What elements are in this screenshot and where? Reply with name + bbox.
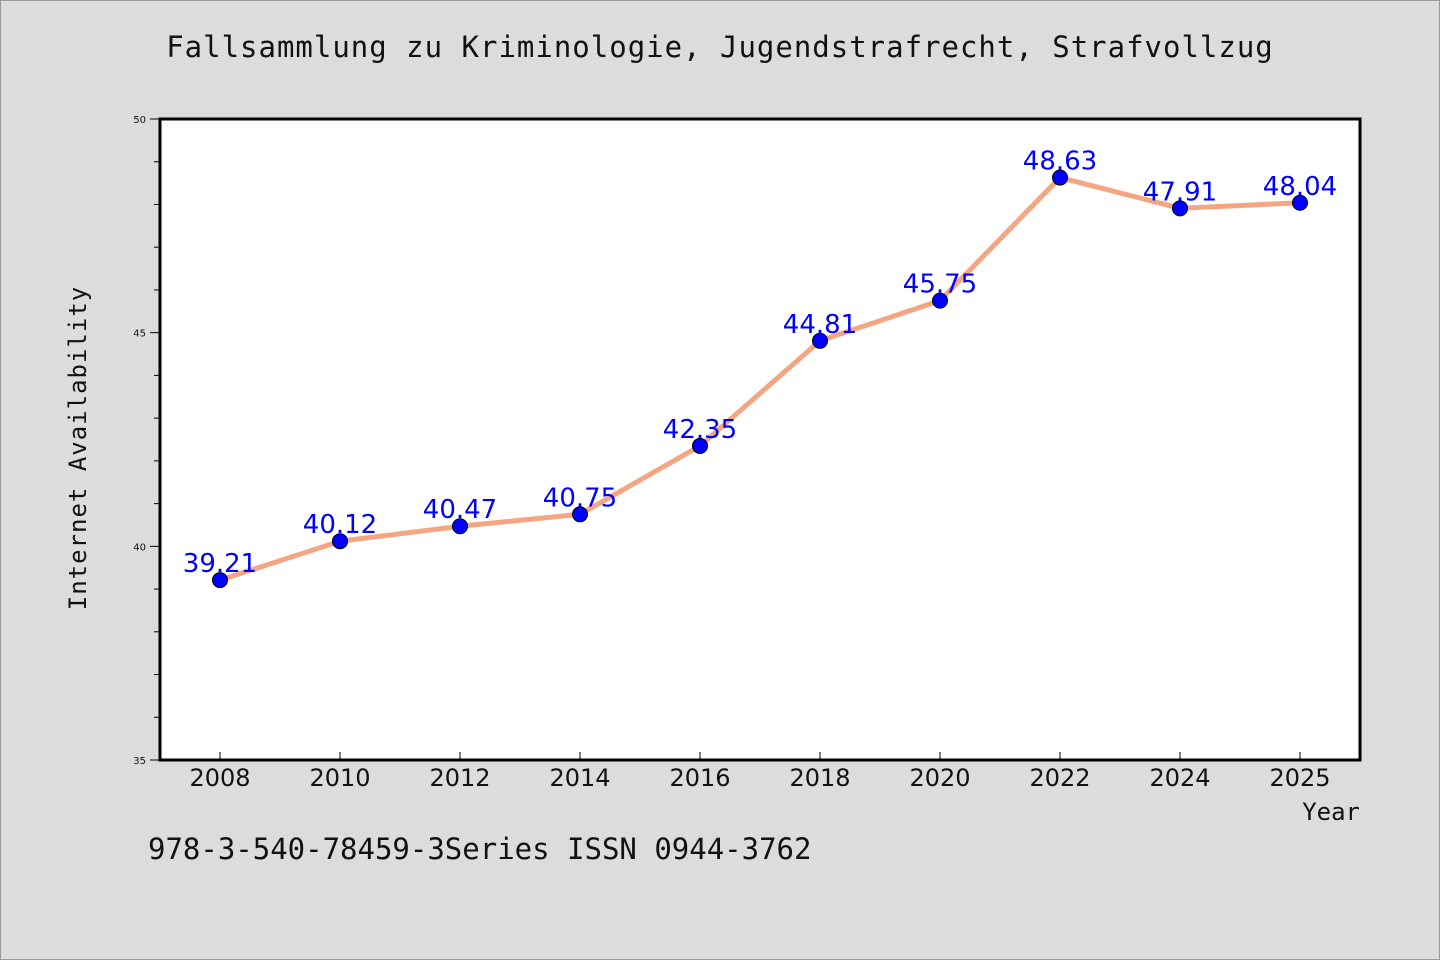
y-tick-label: 40: [133, 542, 146, 553]
data-point: [812, 332, 828, 349]
x-tick-label: 2010: [309, 764, 370, 792]
y-tick-label: 50: [133, 115, 146, 126]
data-label: 40.12: [303, 510, 377, 540]
data-point: [332, 533, 348, 550]
y-tick-label: 35: [133, 756, 146, 767]
x-tick-label: 2012: [429, 764, 490, 792]
data-label: 42.35: [663, 415, 737, 445]
data-point: [692, 437, 708, 454]
data-point: [932, 292, 948, 309]
x-axis-ticks: 2008 2010 2012 2014 2016 2018 2020 2022 2024 2025: [189, 752, 1331, 792]
data-label: 45.75: [903, 270, 977, 300]
data-point: [212, 572, 228, 589]
data-label: 40.47: [423, 495, 497, 525]
data-point: [1292, 194, 1308, 211]
data-point: [452, 518, 468, 535]
y-axis-ticks: 35 40 45 50: [133, 115, 160, 767]
x-tick-label: 2016: [669, 764, 730, 792]
data-label: 44.81: [783, 310, 857, 340]
x-tick-label: 2008: [189, 764, 250, 792]
x-axis-label: Year: [1302, 798, 1360, 826]
x-tick-label: 2025: [1269, 764, 1330, 792]
data-point: [572, 506, 588, 523]
x-tick-label: 2018: [789, 764, 850, 792]
x-tick-label: 2014: [549, 764, 610, 792]
y-tick-label: 45: [133, 329, 146, 340]
x-tick-label: 2020: [909, 764, 970, 792]
data-label: 47.91: [1143, 177, 1217, 207]
chart-title: Fallsammlung zu Kriminologie, Jugendstra…: [166, 30, 1274, 64]
data-points: [212, 169, 1308, 589]
data-label: 48.63: [1023, 147, 1097, 177]
series-line: [217, 175, 1303, 583]
data-label: 39.21: [183, 549, 257, 579]
x-tick-label: 2024: [1149, 764, 1210, 792]
data-point: [1172, 200, 1188, 217]
plot-area: [158, 117, 1362, 762]
data-point: [1052, 169, 1068, 186]
footer-isbn: 978-3-540-78459-3Series ISSN 0944-3762: [148, 832, 812, 866]
data-labels: 39.21 40.12 40.47 40.75 42.35 44.81 45.75 48.63…: [183, 147, 1337, 580]
y-axis-label: Internet Availability: [64, 286, 92, 610]
data-label: 48.04: [1263, 172, 1337, 202]
data-label: 40.75: [543, 483, 617, 513]
x-tick-label: 2022: [1029, 764, 1090, 792]
